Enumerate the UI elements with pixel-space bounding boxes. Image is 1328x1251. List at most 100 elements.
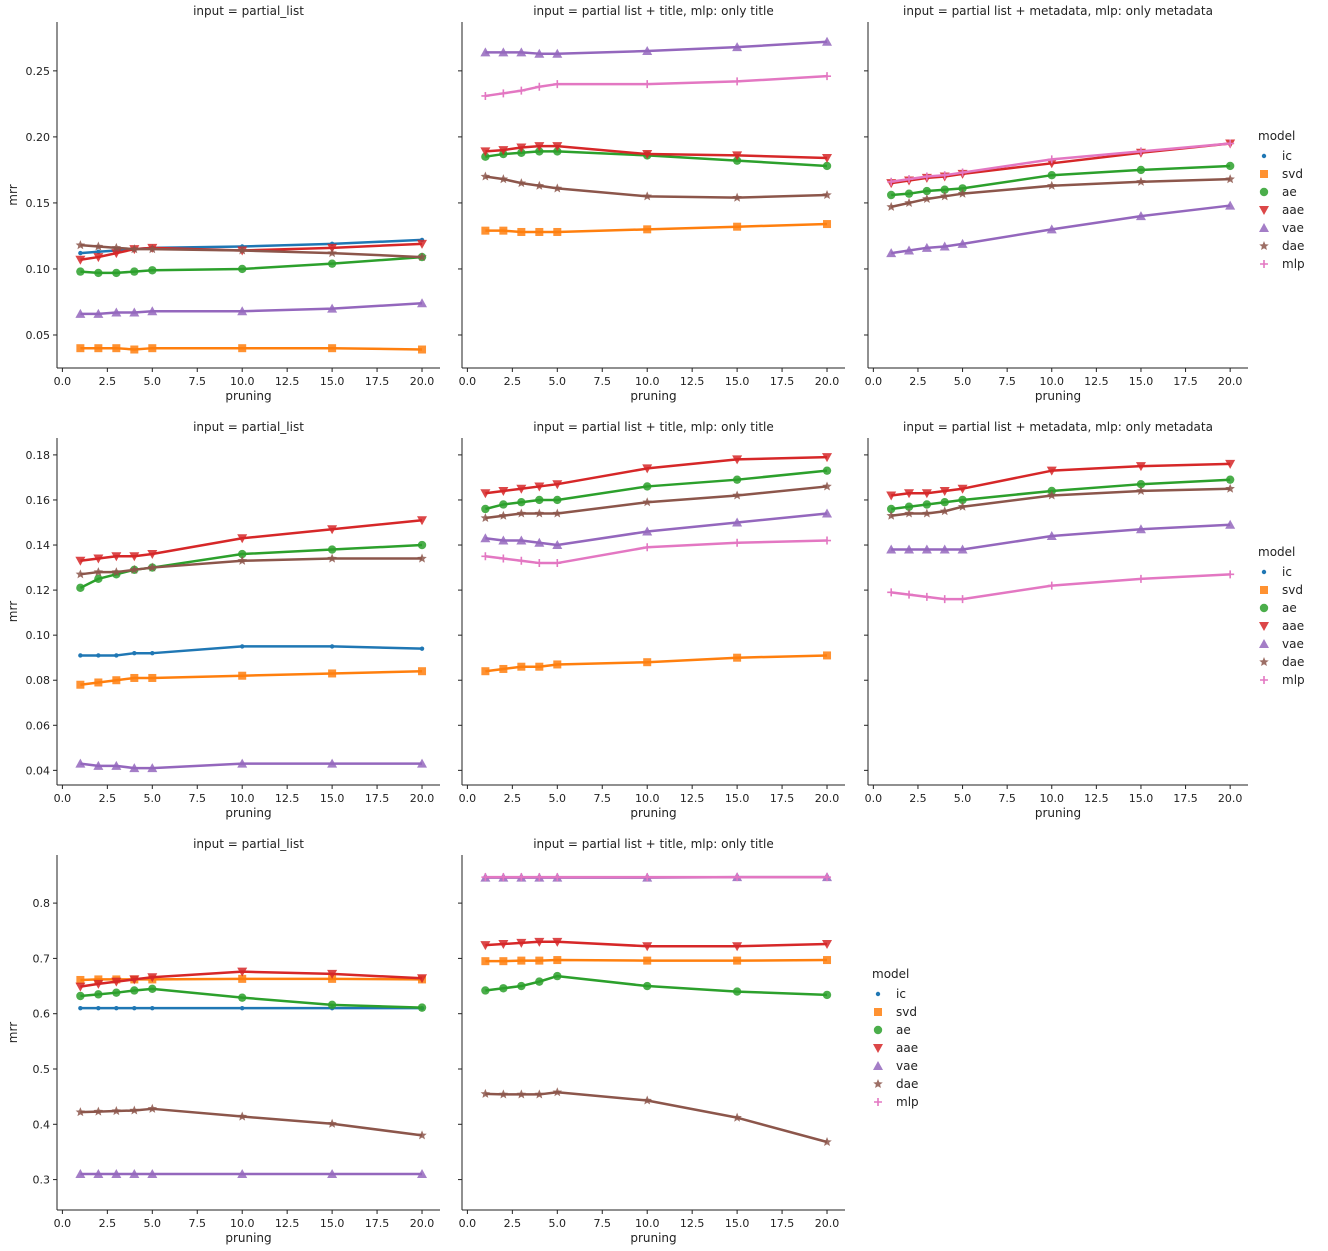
x-tick-label: 0.0: [54, 375, 72, 388]
data-point-vae: [957, 544, 968, 554]
y-tick-label: 0.10: [26, 263, 51, 276]
data-point-svd: [499, 957, 508, 966]
series-mlp: [887, 570, 1235, 604]
data-point-dae: [732, 1112, 742, 1122]
data-point-svd: [517, 227, 526, 236]
legend-2: model ic svd ae aae vae dae mlp: [1258, 545, 1305, 687]
data-point-vae: [111, 307, 122, 317]
x-tick-label: 10.0: [1040, 375, 1065, 388]
data-point-ae: [112, 268, 121, 278]
x-tick-label: 17.5: [770, 792, 795, 805]
data-point-vae: [147, 1169, 158, 1179]
data-point-vae: [129, 307, 140, 317]
data-point-ae: [517, 981, 526, 991]
data-point-mlp: [940, 595, 949, 604]
x-tick-label: 5.0: [954, 792, 972, 805]
data-point-dae: [417, 553, 427, 563]
data-point-aae: [1135, 462, 1146, 472]
data-point-aae: [822, 940, 833, 950]
series-svd: [481, 220, 832, 236]
data-point-vae: [75, 758, 86, 768]
legend-entry-ae: ae: [1282, 185, 1297, 199]
series-line-ae: [79, 543, 423, 589]
data-point-dae: [822, 481, 832, 491]
x-axis-label: pruning: [1035, 806, 1081, 820]
data-point-vae: [921, 242, 932, 252]
data-point-dae: [904, 508, 914, 518]
data-point-dae: [417, 1130, 427, 1140]
data-point-aae: [642, 464, 653, 474]
data-point-mlp: [643, 80, 652, 89]
data-point-vae: [516, 535, 527, 545]
data-point-mlp: [823, 72, 832, 81]
series-vae: [886, 200, 1236, 258]
data-point-mlp: [958, 595, 967, 604]
series-mlp: [481, 536, 832, 568]
data-point-svd: [328, 669, 337, 678]
data-point-ic: [419, 646, 425, 651]
data-point-vae: [480, 533, 491, 543]
data-point-dae: [552, 508, 563, 518]
data-point-ae: [958, 495, 967, 505]
x-tick-label: 15.0: [725, 1217, 750, 1230]
chart-title: input = partial list + metadata, mlp: on…: [903, 4, 1213, 18]
data-point-dae: [75, 1107, 86, 1117]
data-point-vae: [237, 1169, 248, 1179]
data-point-ae: [553, 147, 562, 156]
legend-entry-vae: vae: [896, 1059, 918, 1073]
legend-entry-svd: svd: [1282, 167, 1303, 181]
data-point-ae: [940, 498, 949, 507]
data-point-ic: [78, 250, 83, 256]
x-tick-label: 12.5: [275, 375, 300, 388]
data-point-aae: [327, 525, 338, 535]
x-tick-label: 10.0: [230, 792, 255, 805]
data-point-aae: [921, 489, 932, 499]
x-tick-label: 12.5: [275, 1217, 300, 1230]
y-axis-label: mrr: [6, 601, 20, 622]
data-point-dae: [417, 252, 427, 262]
data-point-ae: [904, 502, 914, 511]
data-point-ae: [130, 267, 139, 276]
series-ic: [78, 644, 425, 658]
series-line-aae: [80, 970, 423, 988]
legend-marker-svd: [1260, 586, 1268, 594]
data-point-svd: [76, 680, 85, 689]
data-point-aae: [1046, 466, 1057, 476]
series-dae: [75, 240, 427, 262]
data-point-aae: [886, 491, 897, 501]
data-point-aae: [534, 482, 545, 492]
data-point-dae: [480, 171, 491, 181]
y-axis-label: mrr: [6, 184, 20, 205]
series-ic: [78, 1005, 425, 1011]
data-point-dae: [516, 178, 527, 188]
data-point-ic: [240, 1005, 245, 1011]
data-point-svd: [535, 662, 544, 671]
y-axis-label: mrr: [6, 1022, 20, 1043]
data-point-vae: [1225, 200, 1236, 210]
data-point-mlp: [1226, 139, 1235, 148]
series-aae: [480, 142, 833, 164]
data-point-vae: [1225, 519, 1236, 529]
series-line-vae: [891, 204, 1231, 255]
x-tick-label: 17.5: [770, 1217, 795, 1230]
x-tick-label: 2.5: [909, 792, 927, 805]
data-point-vae: [534, 48, 545, 58]
data-point-svd: [418, 345, 427, 354]
data-point-aae: [939, 486, 950, 496]
legend-entry-mlp: mlp: [1282, 673, 1305, 687]
data-point-aae: [480, 941, 491, 951]
data-point-aae: [516, 938, 527, 948]
data-point-ae: [886, 190, 896, 200]
chart-panel-7: input = partial_list 0.0 2.5 5.0 7.5 10.0 12.5…: [6, 837, 440, 1245]
x-tick-label: 10.0: [635, 375, 660, 388]
data-point-vae: [237, 758, 248, 768]
x-tick-label: 2.5: [909, 375, 927, 388]
data-point-vae: [129, 1169, 140, 1179]
x-tick-label: 7.5: [189, 1217, 207, 1230]
data-point-svd: [130, 345, 139, 354]
x-tick-label: 0.0: [865, 375, 883, 388]
data-point-aae: [732, 151, 743, 161]
data-point-vae: [642, 46, 653, 56]
data-point-vae: [498, 535, 509, 545]
